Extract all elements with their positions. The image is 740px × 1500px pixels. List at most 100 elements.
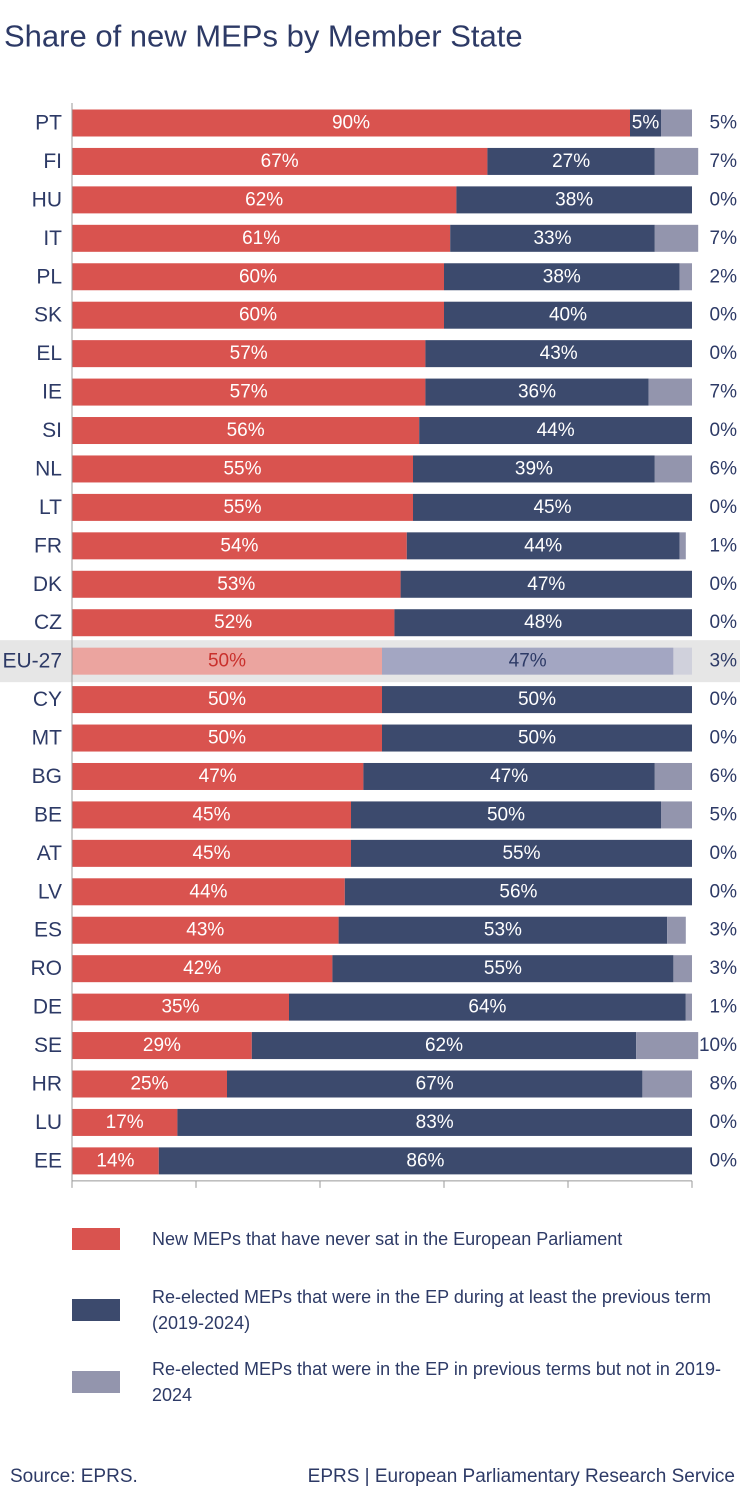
category-label: PT [35, 112, 62, 135]
value-label: 53% [217, 574, 255, 595]
value-label: 61% [242, 228, 280, 249]
bar-segment [673, 647, 692, 675]
value-label: 44% [537, 420, 575, 441]
legend-item: New MEPs that have never sat in the Euro… [72, 1226, 732, 1252]
value-label: 50% [208, 689, 246, 710]
value-label: 67% [416, 1074, 454, 1095]
value-label: 42% [183, 958, 221, 979]
bar-segment [394, 609, 692, 637]
publisher: EPRS | European Parliamentary Research S… [307, 1466, 735, 1487]
value-label: 1% [710, 535, 738, 556]
value-label: 0% [710, 189, 738, 210]
bar-segment [450, 224, 655, 252]
value-label: 60% [239, 305, 277, 326]
category-label: IE [42, 381, 62, 404]
legend-item: Re-elected MEPs that were in the EP in p… [72, 1356, 732, 1408]
category-label: DE [33, 996, 62, 1019]
legend-swatch [72, 1299, 120, 1321]
value-label: 47% [509, 651, 547, 672]
value-label: 45% [192, 804, 230, 825]
value-label: 35% [161, 997, 199, 1018]
value-label: 38% [555, 189, 593, 210]
bar-segment [72, 1147, 159, 1175]
bar-segment [425, 378, 649, 406]
bar-segment [177, 1108, 692, 1136]
value-label: 5% [710, 804, 738, 825]
value-label: 0% [710, 881, 738, 902]
bar-segment [456, 186, 692, 214]
bar-segment [72, 724, 382, 752]
value-label: 0% [710, 305, 738, 326]
bar-segment [72, 186, 457, 214]
value-label: 0% [710, 574, 738, 595]
bar-segment [72, 493, 413, 521]
value-label: 5% [710, 113, 738, 134]
value-label: 50% [208, 728, 246, 749]
category-label: EL [36, 342, 62, 365]
bar-segment [400, 570, 692, 598]
bar-segment [332, 955, 674, 983]
value-label: 29% [143, 1035, 181, 1056]
value-label: 7% [710, 382, 738, 403]
category-label: SK [34, 304, 62, 327]
bar-segment [654, 147, 699, 175]
value-label: 36% [518, 382, 556, 403]
bar-segment [72, 340, 426, 368]
bar-segment [425, 340, 692, 368]
bar-segment [413, 455, 655, 483]
bar-segment [72, 570, 401, 598]
bar-segment [251, 1032, 637, 1060]
value-label: 50% [487, 804, 525, 825]
value-label: 5% [632, 113, 660, 134]
value-label: 2% [710, 266, 738, 287]
value-label: 0% [710, 843, 738, 864]
value-label: 55% [223, 497, 261, 518]
value-label: 0% [710, 1112, 738, 1133]
value-label: 7% [710, 151, 738, 172]
bar-segment [72, 647, 382, 675]
value-label: 55% [484, 958, 522, 979]
value-label: 25% [130, 1074, 168, 1095]
bar-segment [654, 762, 692, 790]
bar-segment [344, 878, 692, 906]
bar-segment [685, 993, 692, 1021]
value-label: 50% [518, 689, 556, 710]
category-label: CY [33, 688, 62, 711]
bar-segment [72, 839, 351, 867]
category-label: BG [32, 765, 62, 788]
value-label: 3% [710, 920, 738, 941]
value-label: 64% [468, 997, 506, 1018]
value-label: 56% [227, 420, 265, 441]
bar-segment [72, 378, 426, 406]
bar-segment [72, 1108, 178, 1136]
bar-segment [679, 263, 692, 291]
value-label: 60% [239, 266, 277, 287]
bar-segment [72, 417, 420, 445]
category-label: SI [42, 419, 62, 442]
value-label: 62% [245, 189, 283, 210]
category-label: LU [35, 1111, 62, 1134]
bar-segment [382, 724, 692, 752]
category-label: BE [34, 803, 62, 826]
value-label: 44% [524, 535, 562, 556]
bar-segment [679, 532, 686, 560]
category-label: MT [32, 727, 62, 750]
bar-segment [667, 916, 686, 944]
value-label: 7% [710, 228, 738, 249]
bar-segment [648, 378, 692, 406]
bar-segment [72, 263, 444, 291]
bar-segment [158, 1147, 693, 1175]
bar-segment [444, 263, 680, 291]
legend-swatch [72, 1371, 120, 1393]
value-label: 6% [710, 766, 738, 787]
bar-segment [487, 147, 655, 175]
value-label: 57% [230, 382, 268, 403]
value-label: 48% [524, 612, 562, 633]
bar-segment [642, 1070, 692, 1098]
bar-segment [382, 647, 674, 675]
value-label: 14% [96, 1150, 134, 1171]
value-label: 38% [543, 266, 581, 287]
category-label: HR [32, 1073, 62, 1096]
bar-segment [72, 455, 413, 483]
